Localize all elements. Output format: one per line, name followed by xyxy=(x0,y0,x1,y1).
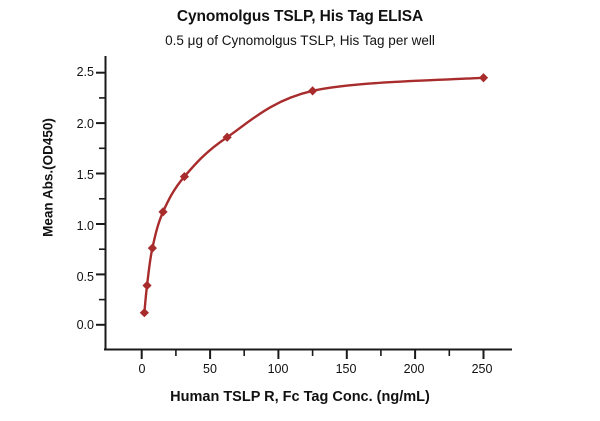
chart-subtitle: 0.5 μg of Cynomolgus TSLP, His Tag per w… xyxy=(165,33,435,48)
x-major-ticks xyxy=(140,350,485,359)
y-tick-label: 1.0 xyxy=(76,219,94,233)
data-point-marker xyxy=(142,280,152,291)
data-point-marker xyxy=(139,308,149,318)
y-tick-label: 2.0 xyxy=(76,117,94,131)
x-tick-label: 150 xyxy=(335,362,357,376)
data-point-marker xyxy=(478,73,489,83)
y-major-ticks xyxy=(96,71,105,326)
data-point-marker xyxy=(222,132,232,142)
x-tick-label: 50 xyxy=(203,362,217,376)
y-tick-label: 1.5 xyxy=(76,168,94,182)
x-tick-label: 100 xyxy=(267,362,289,376)
x-tick-label: 200 xyxy=(403,362,425,376)
y-tick-label: 0.0 xyxy=(76,318,94,332)
data-series-markers xyxy=(139,73,489,318)
data-point-marker xyxy=(158,207,168,217)
x-axis-label: Human TSLP R, Fc Tag Conc. (ng/mL) xyxy=(170,389,430,405)
data-point-marker xyxy=(147,243,157,253)
chart-title: Cynomolgus TSLP, His Tag ELISA xyxy=(176,8,424,25)
y-tick-label: 2.5 xyxy=(76,65,94,79)
y-minor-ticks xyxy=(99,97,105,301)
data-series-line xyxy=(143,76,485,314)
x-tick-label: 0 xyxy=(138,362,146,376)
data-point-marker xyxy=(179,171,190,182)
x-minor-ticks xyxy=(175,350,451,356)
data-point-marker xyxy=(308,86,318,96)
y-tick-label: 0.5 xyxy=(76,270,94,284)
x-tick-label: 250 xyxy=(471,362,493,376)
